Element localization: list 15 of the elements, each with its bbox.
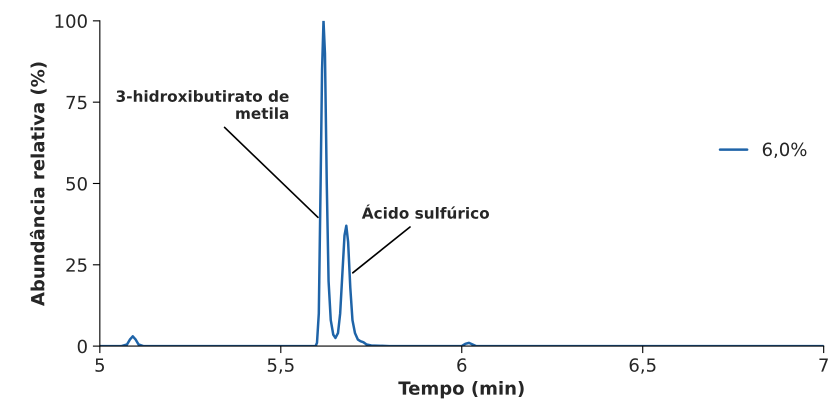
y-tick-label: 25 xyxy=(66,258,86,272)
x-tick-label: 5 xyxy=(95,358,104,372)
y-axis-title: Abundância relativa (%) xyxy=(30,62,47,306)
annotation: Ácido sulfúrico xyxy=(362,204,490,219)
x-axis-title: Tempo (min) xyxy=(398,380,524,398)
y-tick-label: 50 xyxy=(66,176,87,191)
annotation: 3-hidroxibutirato de metila xyxy=(116,90,289,120)
legend-label: 6,0% xyxy=(762,142,806,158)
x-tick-label: 5,5 xyxy=(268,358,294,374)
x-tick-label: 6,5 xyxy=(630,358,656,374)
y-tick-label: 100 xyxy=(56,14,87,28)
x-tick-label: 7 xyxy=(819,358,828,372)
y-tick-label: 0 xyxy=(78,340,87,354)
x-tick-label: 6 xyxy=(457,358,466,372)
y-tick-label: 75 xyxy=(66,96,86,110)
